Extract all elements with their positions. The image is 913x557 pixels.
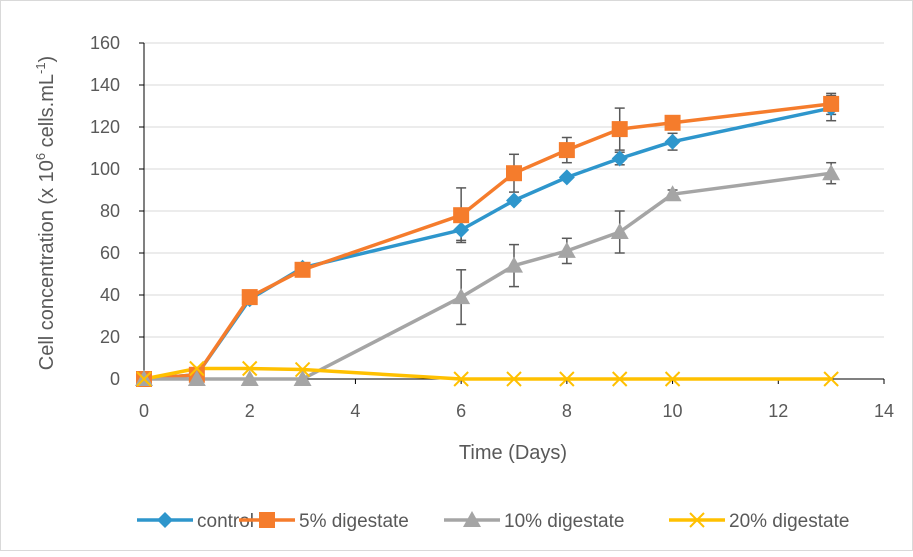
y-tick-label: 0 — [110, 369, 120, 389]
legend-marker-20-digestate-stroke-b — [689, 512, 705, 528]
point-20-digestate — [136, 371, 152, 387]
point-10-digestate — [452, 288, 471, 305]
point-20-digestate — [559, 371, 575, 387]
series-lines — [143, 102, 832, 381]
point-10-digestate — [822, 164, 841, 181]
tick-labels: 0 20 40 60 80 100 120 140 160 0 2 4 6 8 10 12 14 — [90, 33, 894, 421]
point-10-digestate — [187, 370, 206, 386]
point-20-digestate-stroke-b — [453, 371, 469, 387]
y-tick-label: 160 — [90, 33, 120, 53]
point-10-digestate — [610, 223, 629, 239]
point-20-digestate-stroke-b — [506, 371, 522, 387]
point-20-digestate — [823, 371, 839, 387]
point-control — [506, 192, 522, 209]
series-line-10-digestate — [144, 171, 832, 381]
x-tick-label: 2 — [245, 401, 255, 421]
point-5-digestate — [506, 165, 522, 182]
point-10-digestate — [293, 370, 312, 386]
y-tick-label: 60 — [100, 243, 120, 263]
legend-marker-control — [157, 512, 173, 528]
point-5-digestate — [453, 207, 470, 224]
point-5-digestate — [664, 114, 681, 131]
point-20-digestate-stroke-b — [559, 371, 575, 387]
point-20-digestate-stroke-b — [136, 371, 152, 387]
point-10-digestate — [240, 370, 259, 386]
legend: control 5% digestate 10% digestate 20% dige… — [137, 511, 849, 532]
x-tick-label: 6 — [456, 401, 466, 421]
x-tick-label: 8 — [562, 401, 572, 421]
point-5-digestate — [823, 95, 840, 112]
x-tick-label: 12 — [768, 401, 788, 421]
series-line-20-digestate — [143, 366, 832, 381]
series-line-5-digestate — [143, 102, 832, 381]
series-markers — [135, 95, 841, 387]
point-20-digestate — [612, 371, 628, 387]
point-10-digestate — [663, 185, 682, 202]
y-tick-label: 120 — [90, 117, 120, 137]
point-20-digestate — [453, 371, 469, 387]
legend-label-10-digestate: 10% digestate — [504, 511, 624, 532]
point-control — [611, 150, 628, 167]
point-20-digestate-stroke-b — [242, 360, 258, 377]
point-20-digestate — [294, 361, 311, 378]
series-line-control — [143, 106, 832, 381]
x-tick-label: 14 — [874, 401, 894, 421]
y-tick-label: 100 — [90, 159, 120, 179]
x-tick-label: 10 — [663, 401, 683, 421]
legend-label-control: control — [197, 511, 254, 532]
y-tick-label: 40 — [100, 285, 120, 305]
point-10-digestate — [505, 256, 523, 273]
point-20-digestate-stroke-b — [823, 371, 839, 387]
point-5-digestate — [558, 142, 575, 159]
y-tick-label: 140 — [90, 75, 120, 95]
point-5-digestate — [611, 121, 628, 138]
x-tick-label: 0 — [139, 401, 149, 421]
point-20-digestate — [242, 360, 258, 377]
point-20-digestate-stroke-b — [189, 360, 205, 377]
point-5-digestate — [294, 261, 311, 278]
legend-marker-10-digestate — [463, 511, 481, 527]
legend-marker-5-digestate — [259, 512, 275, 528]
point-20-digestate — [664, 371, 681, 387]
y-tick-label: 20 — [100, 327, 120, 347]
point-20-digestate-stroke-b — [612, 371, 628, 387]
point-control — [664, 133, 681, 150]
point-20-digestate — [506, 371, 522, 387]
point-20-digestate-stroke-b — [664, 371, 681, 387]
legend-label-20-digestate: 20% digestate — [729, 511, 849, 532]
y-axis-label: Cell concentration (x 106 cells.mL-1) — [33, 56, 58, 370]
axes — [139, 42, 885, 384]
error-bars — [456, 92, 837, 326]
x-tick-label: 4 — [350, 401, 360, 421]
point-5-digestate — [241, 289, 258, 306]
point-control — [453, 221, 470, 238]
point-control — [558, 169, 575, 186]
y-tick-label: 80 — [100, 201, 120, 221]
legend-marker-20-digestate — [689, 512, 705, 528]
legend-label-5-digestate: 5% digestate — [299, 511, 409, 532]
x-axis-label: Time (Days) — [459, 442, 567, 464]
point-20-digestate-stroke-b — [294, 361, 311, 378]
point-10-digestate — [557, 241, 576, 258]
point-20-digestate — [189, 360, 205, 377]
